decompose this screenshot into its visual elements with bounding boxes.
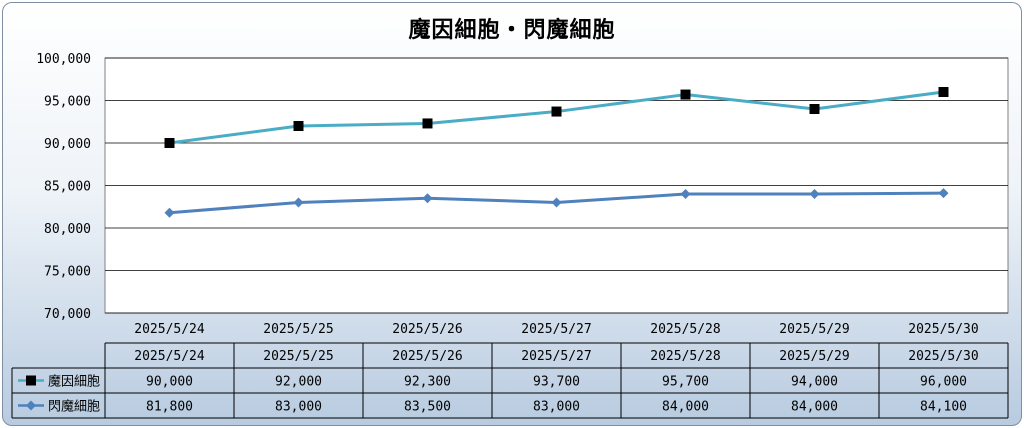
data-point — [164, 207, 175, 218]
chart-title: 魔因細胞・閃魔細胞 — [408, 18, 616, 43]
table-header-cell: 2025/5/26 — [392, 349, 462, 364]
y-tick-label: 85,000 — [44, 180, 91, 195]
x-tick-label: 2025/5/26 — [392, 322, 462, 337]
data-point — [938, 87, 949, 97]
x-tick-label: 2025/5/27 — [521, 322, 591, 337]
table-value-cell: 92,000 — [275, 375, 322, 390]
x-tick-label: 2025/5/28 — [650, 322, 720, 337]
table-header-cell: 2025/5/30 — [908, 349, 978, 364]
data-point — [809, 104, 820, 114]
table-value-cell: 81,800 — [146, 400, 193, 415]
table-header-cell: 2025/5/29 — [779, 349, 849, 364]
legend-label: 魔因細胞 — [48, 375, 100, 390]
table-value-cell: 84,000 — [662, 400, 709, 415]
table-header-cell: 2025/5/25 — [263, 349, 333, 364]
legend-label: 閃魔細胞 — [48, 400, 100, 415]
table-value-cell: 83,500 — [404, 400, 451, 415]
data-point — [422, 193, 433, 204]
table-value-cell: 83,000 — [533, 400, 580, 415]
x-tick-label: 2025/5/29 — [779, 322, 849, 337]
table-header-cell: 2025/5/27 — [521, 349, 591, 364]
table-value-cell: 84,100 — [920, 400, 967, 415]
table-header-cell: 2025/5/28 — [650, 349, 720, 364]
table-value-cell: 95,700 — [662, 375, 709, 390]
data-point — [164, 138, 175, 148]
data-point — [422, 118, 433, 129]
data-point — [293, 197, 304, 208]
y-tick-label: 75,000 — [44, 265, 91, 280]
data-point — [680, 189, 691, 199]
y-tick-label: 80,000 — [44, 222, 91, 237]
table-header-cell: 2025/5/24 — [134, 349, 205, 364]
y-tick-label: 100,000 — [36, 52, 91, 67]
legend-key-marker — [26, 375, 36, 386]
table-value-cell: 90,000 — [146, 375, 193, 390]
legend-key-marker — [26, 400, 36, 411]
data-point — [551, 106, 562, 117]
table-value-cell: 94,000 — [791, 375, 838, 390]
table-value-cell: 93,700 — [533, 375, 580, 390]
y-tick-label: 95,000 — [44, 95, 91, 110]
y-tick-label: 70,000 — [44, 307, 91, 322]
data-point — [938, 188, 949, 199]
data-point — [293, 121, 304, 131]
x-tick-label: 2025/5/24 — [134, 322, 205, 337]
table-value-cell: 83,000 — [275, 400, 322, 415]
x-tick-label: 2025/5/30 — [908, 322, 978, 337]
data-point — [551, 197, 562, 208]
data-point — [809, 189, 820, 199]
y-tick-label: 90,000 — [44, 137, 91, 152]
table-value-cell: 92,300 — [404, 375, 451, 390]
table-value-cell: 96,000 — [920, 375, 967, 390]
x-tick-label: 2025/5/25 — [263, 322, 333, 337]
table-value-cell: 84,000 — [791, 400, 838, 415]
data-point — [680, 89, 691, 100]
